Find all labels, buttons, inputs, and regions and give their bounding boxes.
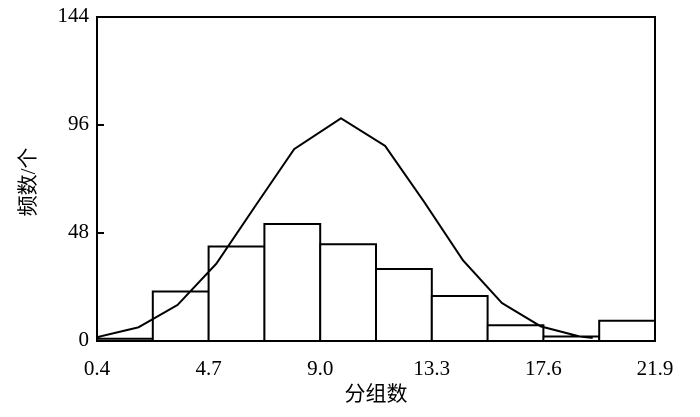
histogram-bar (207, 245, 266, 342)
x-tick-label: 13.3 (413, 356, 450, 380)
x-tick-label: 21.9 (637, 356, 674, 380)
histogram-bar (430, 295, 489, 342)
y-tick-label: 144 (58, 3, 90, 27)
x-tick-label: 4.7 (195, 356, 221, 380)
histogram-bar (96, 337, 154, 342)
x-axis-label: 分组数 (345, 382, 408, 406)
histogram-bar (319, 243, 378, 342)
histogram-bar (263, 223, 322, 342)
histogram-bar (151, 290, 210, 342)
y-axis-label: 频数/个 (16, 148, 40, 217)
x-tick-label: 9.0 (307, 356, 333, 380)
y-tick-label: 96 (68, 111, 89, 135)
x-tick-label: 0.4 (84, 356, 111, 380)
histogram-bar (486, 324, 545, 342)
y-tick-label: 48 (68, 219, 89, 243)
histogram-bar (375, 268, 433, 342)
y-tick-label: 0 (79, 327, 90, 351)
x-tick-label: 17.6 (525, 356, 562, 380)
normal-curve (96, 117, 593, 339)
histogram-bar (598, 319, 657, 342)
